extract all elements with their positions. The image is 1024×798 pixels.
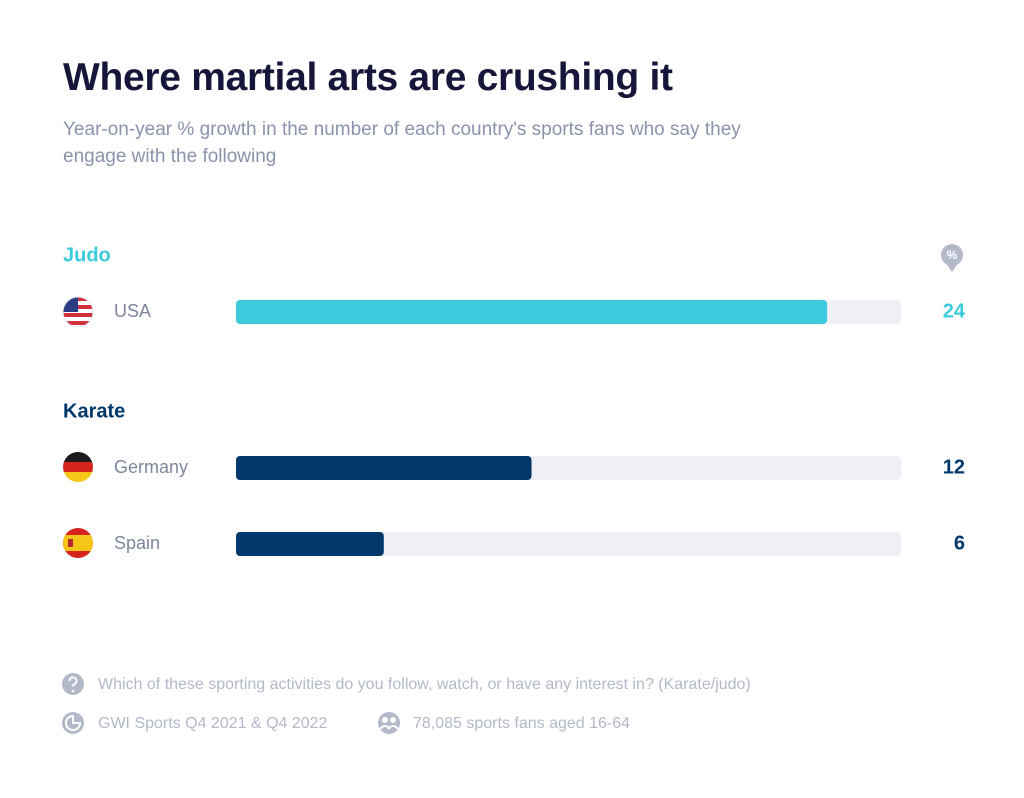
question-dot: [71, 689, 75, 693]
footer-sample: 78,085 sports fans aged 16-64: [413, 715, 630, 732]
flag-spain: [63, 528, 93, 558]
bar: [236, 532, 384, 556]
unit-badge-label: %: [947, 248, 958, 262]
footer-question: Which of these sporting activities do yo…: [98, 676, 751, 693]
flag-usa: [62, 296, 94, 328]
sample-icon: [378, 712, 400, 734]
source-glyph: [65, 714, 82, 731]
unit-badge-pointer: [947, 265, 957, 272]
flag-germany: [63, 452, 93, 482]
bar-track: [236, 532, 901, 556]
value-label: 24: [943, 300, 966, 322]
value-label: 12: [943, 456, 965, 478]
sample-glyph: [379, 725, 399, 730]
bar: [236, 300, 828, 324]
category-label: Spain: [114, 533, 160, 553]
category-label: USA: [114, 301, 151, 321]
sample-glyph: [382, 717, 388, 723]
question-glyph: [68, 676, 78, 687]
group-label: Judo: [63, 244, 111, 266]
bar: [236, 456, 532, 480]
footer-source: GWI Sports Q4 2021 & Q4 2022: [98, 715, 328, 732]
chart-subtitle: Year-on-year % growth in the number of e…: [63, 119, 741, 167]
unit-badge: [941, 244, 963, 266]
category-label: Germany: [114, 457, 188, 477]
group-label: Karate: [63, 400, 125, 422]
chart-title: Where martial arts are crushing it: [63, 56, 673, 99]
value-label: 6: [954, 532, 965, 554]
sample-glyph: [390, 717, 396, 723]
